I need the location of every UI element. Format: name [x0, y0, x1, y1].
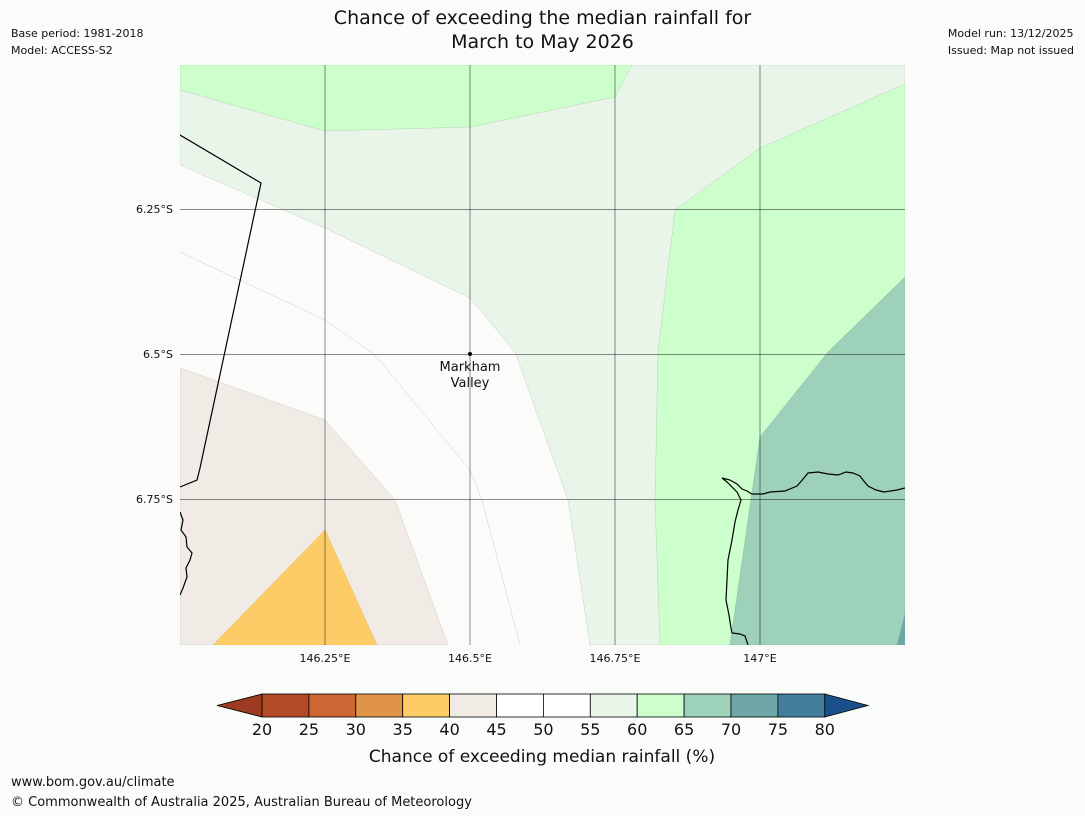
coastline-southwest: [180, 511, 193, 596]
model-text: Model: ACCESS-S2: [11, 44, 113, 57]
colorbar-segment: [308, 693, 357, 718]
place-marker-dot[interactable]: [468, 352, 472, 356]
map-fill-layer: [180, 65, 905, 645]
colorbar-segment: [730, 693, 779, 718]
colorbar-tick-label: 50: [533, 720, 553, 739]
footer-url[interactable]: www.bom.gov.au/climate: [11, 775, 175, 790]
colorbar-tick-label: 65: [674, 720, 694, 739]
colorbar-tick-label: 35: [393, 720, 413, 739]
footer: www.bom.gov.au/climate © Commonwealth of…: [11, 773, 472, 813]
colorbar-segment: [636, 693, 685, 718]
lat-label-6-5: 6.5°S: [143, 348, 173, 361]
zone-60-65-north: [180, 65, 633, 132]
place-label-line-2: Valley: [451, 376, 490, 391]
meta-left: Base period: 1981-2018 Model: ACCESS-S2: [11, 25, 143, 59]
title-line-1: Chance of exceeding the median rainfall …: [333, 7, 752, 29]
colorbar-ticks: 20 25 30 35 40 45 50 55 60 65 70 75 80: [252, 720, 835, 739]
colorbar-segment: [683, 693, 732, 718]
place-label-line-1: Markham: [440, 360, 501, 375]
colorbar-extend-low: [216, 693, 263, 718]
colorbar-tick-label: 80: [815, 720, 835, 739]
colorbar-tick-label: 55: [580, 720, 600, 739]
map-panel[interactable]: 6.25°S 6.5°S 6.75°S 146.25°E 146.5°E 146…: [0, 0, 1085, 680]
meta-right: Model run: 13/12/2025 Issued: Map not is…: [948, 25, 1074, 59]
zone-35-40: [212, 529, 378, 645]
colorbar-segment: [496, 693, 544, 718]
colorbar-tick-label: 45: [486, 720, 506, 739]
contour-50: [180, 251, 521, 645]
colorbar-segment: [589, 693, 638, 718]
zone-40-45: [180, 367, 449, 645]
footer-copyright: © Commonwealth of Australia 2025, Austra…: [11, 795, 472, 810]
model-run-text: Model run: 13/12/2025: [947, 27, 1074, 40]
colorbar-tick-label: 75: [768, 720, 788, 739]
colorbar-segment: [261, 693, 310, 718]
colorbar-segment: [402, 693, 451, 718]
lat-label-6-25: 6.25°S: [136, 203, 173, 216]
map-title: Chance of exceeding the median rainfall …: [0, 6, 1085, 54]
zone-65-70: [729, 276, 905, 645]
lon-label-146-5: 146.5°E: [448, 652, 492, 665]
colorbar-tick-label: 20: [252, 720, 272, 739]
coastline-east: [721, 471, 905, 645]
lat-label-6-75: 6.75°S: [136, 493, 173, 506]
colorbar-title: Chance of exceeding median rainfall (%): [369, 747, 715, 767]
colorbar-segment: [355, 693, 404, 718]
colorbar-tick-label: 25: [299, 720, 319, 739]
issued-text: Issued: Map not issued: [947, 44, 1074, 57]
base-period-text: Base period: 1981-2018: [11, 27, 144, 40]
title-line-2: March to May 2026: [451, 31, 634, 53]
zone-70-75: [897, 613, 905, 645]
lon-label-146-25: 146.25°E: [300, 652, 351, 665]
colorbar-extend-high: [824, 693, 870, 718]
coastline-west: [180, 134, 262, 488]
lon-label-147: 147°E: [743, 652, 776, 665]
colorbar-tick-label: 60: [627, 720, 647, 739]
colorbar-legend: 20 25 30 35 40 45 50 55 60 65 70 75 80 Chance of exc…: [216, 693, 870, 767]
colorbar-segment: [449, 693, 497, 718]
colorbar-segment: [543, 693, 591, 718]
colorbar-tick-label: 30: [346, 720, 366, 739]
colorbar-tick-label: 70: [721, 720, 741, 739]
colorbar-tick-label: 40: [439, 720, 459, 739]
colorbar-segment: [777, 693, 826, 718]
lon-label-146-75: 146.75°E: [590, 652, 641, 665]
colorbar: [216, 693, 870, 718]
